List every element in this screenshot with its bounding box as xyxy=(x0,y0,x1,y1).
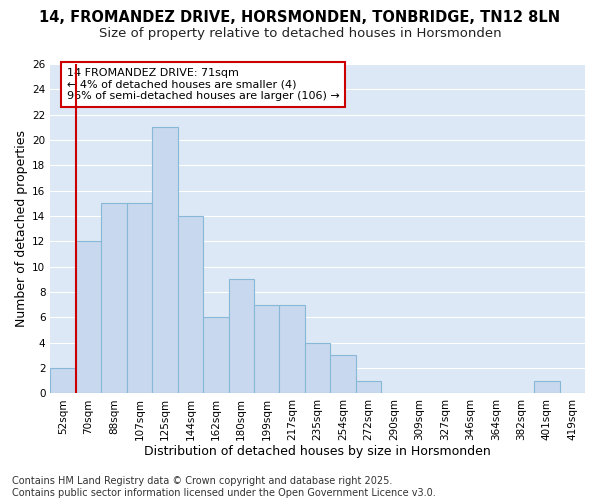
Text: Size of property relative to detached houses in Horsmonden: Size of property relative to detached ho… xyxy=(98,28,502,40)
Bar xyxy=(280,304,305,394)
Bar xyxy=(305,342,331,394)
Y-axis label: Number of detached properties: Number of detached properties xyxy=(15,130,28,327)
Bar xyxy=(534,380,560,394)
Bar xyxy=(331,356,356,394)
Bar xyxy=(229,280,254,394)
Text: 14 FROMANDEZ DRIVE: 71sqm
← 4% of detached houses are smaller (4)
96% of semi-de: 14 FROMANDEZ DRIVE: 71sqm ← 4% of detach… xyxy=(67,68,340,101)
Bar xyxy=(127,204,152,394)
Bar xyxy=(76,242,101,394)
Bar xyxy=(356,380,381,394)
Text: 14, FROMANDEZ DRIVE, HORSMONDEN, TONBRIDGE, TN12 8LN: 14, FROMANDEZ DRIVE, HORSMONDEN, TONBRID… xyxy=(40,10,560,25)
X-axis label: Distribution of detached houses by size in Horsmonden: Distribution of detached houses by size … xyxy=(144,444,491,458)
Bar xyxy=(50,368,76,394)
Bar xyxy=(152,128,178,394)
Text: Contains HM Land Registry data © Crown copyright and database right 2025.
Contai: Contains HM Land Registry data © Crown c… xyxy=(12,476,436,498)
Bar xyxy=(101,204,127,394)
Bar xyxy=(254,304,280,394)
Bar xyxy=(203,318,229,394)
Bar xyxy=(178,216,203,394)
